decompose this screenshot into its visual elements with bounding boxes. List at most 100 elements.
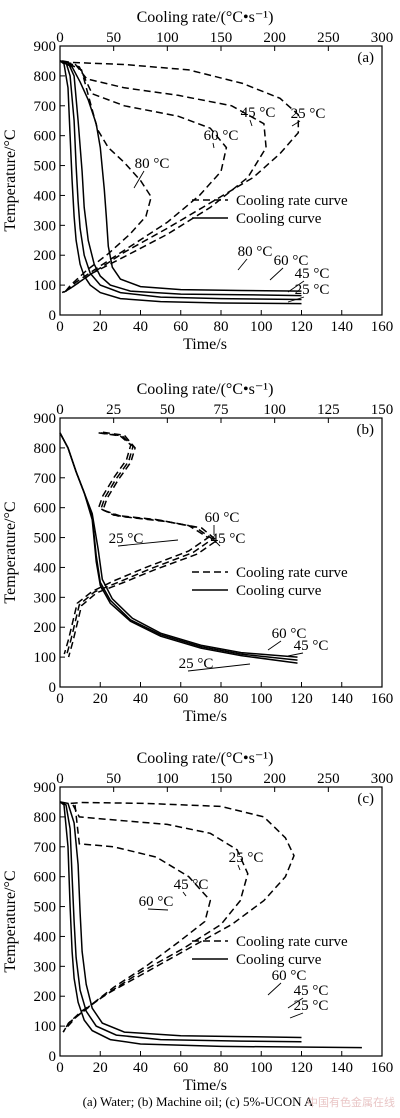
x-tick-label: 120 (290, 691, 313, 707)
chart-panel-b: 0 20 40 60 80 100 120 140 160 0 25 50 75 100 125 150 0 10… (2, 381, 393, 725)
curve-label: 25 °C (179, 656, 214, 672)
cooling-curve-line (59, 60, 302, 305)
y-tick-label: 600 (34, 870, 57, 886)
y-tick-label: 400 (34, 929, 57, 945)
label-leader (287, 280, 305, 293)
panel-label: (a) (357, 50, 374, 66)
y-tick-label: 400 (34, 188, 57, 204)
y-tick-label: 200 (34, 620, 57, 636)
curve-label: 80 °C (238, 244, 273, 260)
cooling-rate-curve-line (62, 804, 212, 1033)
y-axis-title: Temperature/°C (2, 870, 19, 972)
label-leader (187, 663, 251, 672)
curve-label: 45 °C (174, 877, 209, 893)
x-tick-label: 160 (371, 1060, 394, 1076)
y-tick-label: 600 (34, 501, 57, 517)
figure-caption: (a) Water; (b) Machine oil; (c) 5%-UCON … (83, 1094, 314, 1109)
cooling-rate-curve-line (62, 801, 295, 1033)
x-tick-label: 140 (331, 691, 354, 707)
x-tick-label: 100 (250, 1060, 273, 1076)
curve-label: 60 °C (272, 626, 307, 642)
x-tick-label: 120 (290, 319, 313, 335)
y-tick-label: 300 (34, 218, 57, 234)
curve-label: 45 °C (211, 531, 246, 547)
cooling-curve-line (59, 60, 302, 292)
plot-frame (59, 417, 383, 688)
y-tick-label: 0 (49, 308, 57, 324)
cooling-rate-curve-line (63, 432, 210, 655)
curve-label: 60 °C (205, 510, 240, 526)
x2-tick-label: 50 (160, 402, 175, 418)
y-axis-title: Temperature/°C (2, 129, 19, 231)
cooling-rate-curve-line (61, 60, 300, 294)
y-tick-label: 700 (34, 471, 57, 487)
x2-axis-title: Cooling rate/(°C•s⁻¹) (137, 9, 274, 26)
chart-panels: 0 20 40 60 80 100 120 140 160 0 50 100 150 200 250 300 0… (2, 9, 393, 1094)
x-tick-label: 60 (173, 319, 188, 335)
curve-label: 60 °C (274, 253, 309, 269)
y-tick-label: 300 (34, 959, 57, 975)
x2-tick-label: 75 (214, 402, 229, 418)
cooling-curve-line (59, 801, 302, 1039)
y-tick-label: 500 (34, 900, 57, 916)
curve-label: 25 °C (229, 850, 264, 866)
x-axis-title: Time/s (183, 708, 227, 725)
x-tick-label: 160 (371, 691, 394, 707)
x-tick-label: 40 (133, 1060, 148, 1076)
x2-tick-label: 150 (210, 771, 233, 787)
watermark: 中国有色金属在线 (307, 1095, 395, 1109)
legend-entry: Cooling curve (236, 952, 322, 968)
x2-tick-label: 300 (371, 771, 394, 787)
label-leader (237, 864, 241, 871)
curve-label: 25 °C (291, 106, 326, 122)
curve-label: 60 °C (139, 894, 174, 910)
y-axis-title: Temperature/°C (2, 501, 19, 603)
legend-entry: Cooling rate curve (236, 934, 348, 950)
cooling-curve-line (59, 60, 302, 301)
x-tick-label: 0 (56, 691, 64, 707)
y-tick-label: 700 (34, 99, 57, 115)
x-tick-label: 80 (214, 1060, 229, 1076)
cooling-rate-curve-line (63, 61, 228, 294)
curve-label: 45 °C (241, 105, 276, 121)
y-tick-label: 500 (34, 531, 57, 547)
curve-label: 60 °C (204, 128, 239, 144)
x2-tick-label: 0 (56, 771, 64, 787)
panel-label: (b) (357, 422, 375, 438)
label-leader (117, 539, 179, 547)
label-leader (133, 170, 145, 189)
label-leader (267, 982, 282, 996)
y-tick-label: 600 (34, 129, 57, 145)
y-tick-label: 300 (34, 590, 57, 606)
curve-label: 80 °C (135, 156, 170, 172)
cooling-curve-line (59, 801, 362, 1049)
y-tick-label: 100 (34, 650, 57, 666)
y-tick-label: 400 (34, 560, 57, 576)
x2-tick-label: 250 (317, 30, 340, 46)
x2-tick-label: 200 (263, 771, 286, 787)
label-leader (287, 296, 305, 303)
x2-tick-label: 50 (106, 30, 121, 46)
x-tick-label: 20 (93, 319, 108, 335)
x-tick-label: 160 (371, 319, 394, 335)
label-leader (147, 908, 169, 911)
curve-label: 25 °C (109, 531, 144, 547)
x2-tick-label: 200 (263, 30, 286, 46)
y-tick-label: 900 (34, 780, 57, 796)
label-leader (267, 640, 282, 651)
cooling-curve-line (59, 60, 302, 297)
chart-panel-c: 0 20 40 60 80 100 120 140 160 0 50 100 150 200 250 300 0… (2, 750, 393, 1094)
y-tick-label: 800 (34, 69, 57, 85)
y-tick-label: 500 (34, 159, 57, 175)
label-leader (291, 120, 301, 127)
legend-entry: Cooling rate curve (236, 565, 348, 581)
label-leader (211, 537, 221, 547)
x-tick-label: 0 (56, 1060, 64, 1076)
x2-axis-title: Cooling rate/(°C•s⁻¹) (137, 750, 274, 767)
legend-entry: Cooling curve (236, 583, 322, 599)
label-leader (182, 891, 187, 897)
cooling-rate-curve-line (62, 61, 267, 294)
cooling-curve-line (59, 801, 302, 1043)
x-tick-label: 60 (173, 691, 188, 707)
plot-frame (59, 786, 383, 1057)
